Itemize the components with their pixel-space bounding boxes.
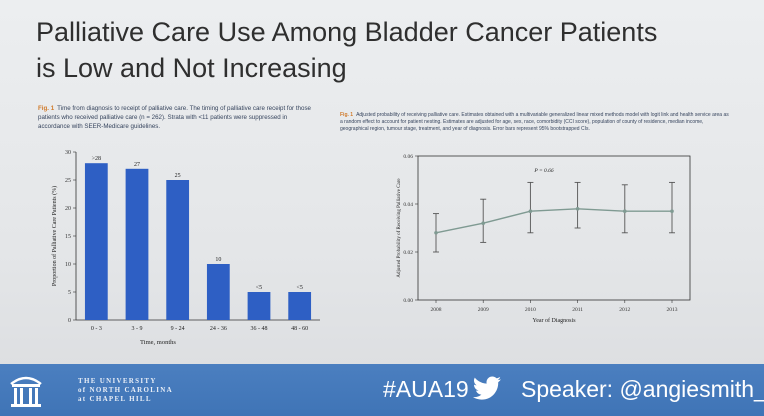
line-chart-point: [575, 207, 580, 211]
university-line-2: of NORTH CAROLINA: [78, 386, 173, 394]
line-chart-point: [670, 209, 674, 213]
bar-chart-data-label: <5: [256, 285, 262, 291]
bar-chart-x-axis-label: Time, months: [140, 339, 176, 346]
line-chart-x-tick-label: 2013: [667, 307, 678, 313]
footer-bar: THE UNIVERSITY of NORTH CAROLINA at CHAP…: [0, 364, 764, 416]
bar-chart-x-tick-label: 24 - 36: [210, 326, 227, 332]
line-chart-point: [528, 209, 533, 213]
right-figure-caption-text: Adjusted probability of receiving pallia…: [340, 112, 729, 132]
line-chart-x-tick-label: 2008: [431, 307, 442, 313]
left-figure-caption: Fig. 1 Time from diagnosis to receipt of …: [38, 104, 318, 131]
bar-chart-y-tick-label: 0: [68, 318, 71, 324]
unc-well-logo-icon: [10, 376, 42, 407]
bar-chart-x-tick-label: 36 - 48: [251, 326, 268, 332]
bar-chart-x-tick-label: 48 - 60: [291, 326, 308, 332]
slide-title: Palliative Care Use Among Bladder Cancer…: [36, 14, 736, 86]
bar-chart-data-label: >28: [92, 156, 101, 162]
bar-chart-y-axis-label: Proportion of Palliative Care Patients (…: [51, 186, 58, 286]
line-chart-y-axis-label: Adjusted Probability of Receiving Pallia…: [397, 178, 402, 278]
line-chart-frame: [417, 155, 691, 301]
university-line-3: at CHAPEL HILL: [78, 395, 152, 403]
bar-chart-x-tick-label: 0 - 3: [91, 326, 102, 332]
bar-chart-data-label: 27: [134, 162, 140, 168]
twitter-bird-icon: [472, 376, 501, 400]
bar-chart-y-tick-label: 10: [65, 262, 71, 268]
line-chart-x-axis-label: Year of Diagnosis: [532, 317, 576, 324]
bar-chart: 0 5 10 15 20 25 30 >28 0 - 3 27 3 - 9 25 9 - 24 10 24 …: [51, 150, 320, 346]
line-chart-y-tick-label: 0.04: [403, 202, 413, 208]
speaker-handle: Speaker: @angiesmith_urc: [521, 376, 764, 402]
line-chart-x-tick-label: 2009: [478, 307, 489, 313]
bar-chart-bar: [288, 292, 312, 320]
bar-chart-y-tick-label: 5: [68, 290, 71, 296]
line-chart-x-tick-label: 2012: [619, 307, 630, 313]
university-wordmark: THE UNIVERSITY of NORTH CAROLINA at CHAP…: [78, 377, 173, 404]
line-chart-point: [481, 221, 485, 225]
line-chart-y-tick-label: 0.02: [403, 250, 413, 256]
bar-chart-data-label: <5: [296, 285, 302, 291]
bar-chart-x-tick-label: 9 - 24: [171, 326, 185, 332]
bar-chart-data-label: 10: [215, 257, 221, 263]
line-chart-y-tick-label: 0.00: [403, 298, 413, 304]
bar-chart-bar: [125, 168, 149, 320]
line-chart-y-tick-label: 0.06: [403, 154, 413, 160]
line-chart-x-tick-label: 2010: [525, 307, 536, 313]
slide-title-line-2: is Low and Not Increasing: [36, 53, 347, 83]
bar-chart-bar: [84, 163, 108, 320]
line-chart-point: [623, 209, 627, 213]
university-line-1: THE UNIVERSITY: [78, 377, 157, 385]
bar-chart-y-tick-label: 25: [65, 178, 71, 184]
conference-hashtag: #AUA19: [383, 376, 469, 402]
line-chart-point: [434, 231, 438, 235]
bar-chart-bar: [166, 180, 190, 320]
line-chart: 0.00 0.02 0.04 0.06 2008 2009 2010 2011 2012 2013…: [397, 154, 691, 324]
right-figure-label: Fig. 1: [340, 112, 354, 118]
bar-chart-bar: [247, 292, 271, 320]
right-figure-caption: Fig. 1 Adjusted probability of receiving …: [340, 112, 730, 133]
bar-chart-x-tick-label: 3 - 9: [132, 326, 143, 332]
line-chart-series-line: [435, 208, 672, 234]
slide-title-line-1: Palliative Care Use Among Bladder Cancer…: [36, 17, 658, 47]
bar-chart-y-tick-label: 15: [65, 234, 71, 240]
bar-chart-data-label: 25: [175, 173, 181, 179]
left-figure-label: Fig. 1: [38, 105, 55, 112]
bar-chart-y-tick-label: 30: [65, 150, 71, 156]
line-chart-p-value: P = 0.66: [533, 168, 554, 174]
line-chart-x-tick-label: 2011: [572, 307, 583, 313]
bar-chart-y-tick-label: 20: [65, 206, 71, 212]
bar-chart-bar: [206, 264, 230, 320]
left-figure-caption-text: Time from diagnosis to receipt of pallia…: [38, 105, 311, 130]
